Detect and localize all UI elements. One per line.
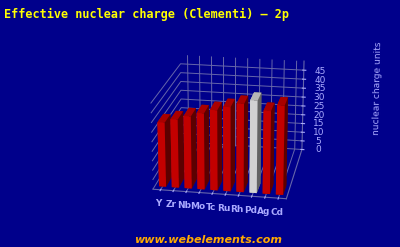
Text: www.webelements.com: www.webelements.com: [134, 235, 282, 245]
Text: Effective nuclear charge (Clementi) – 2p: Effective nuclear charge (Clementi) – 2p: [4, 7, 289, 21]
